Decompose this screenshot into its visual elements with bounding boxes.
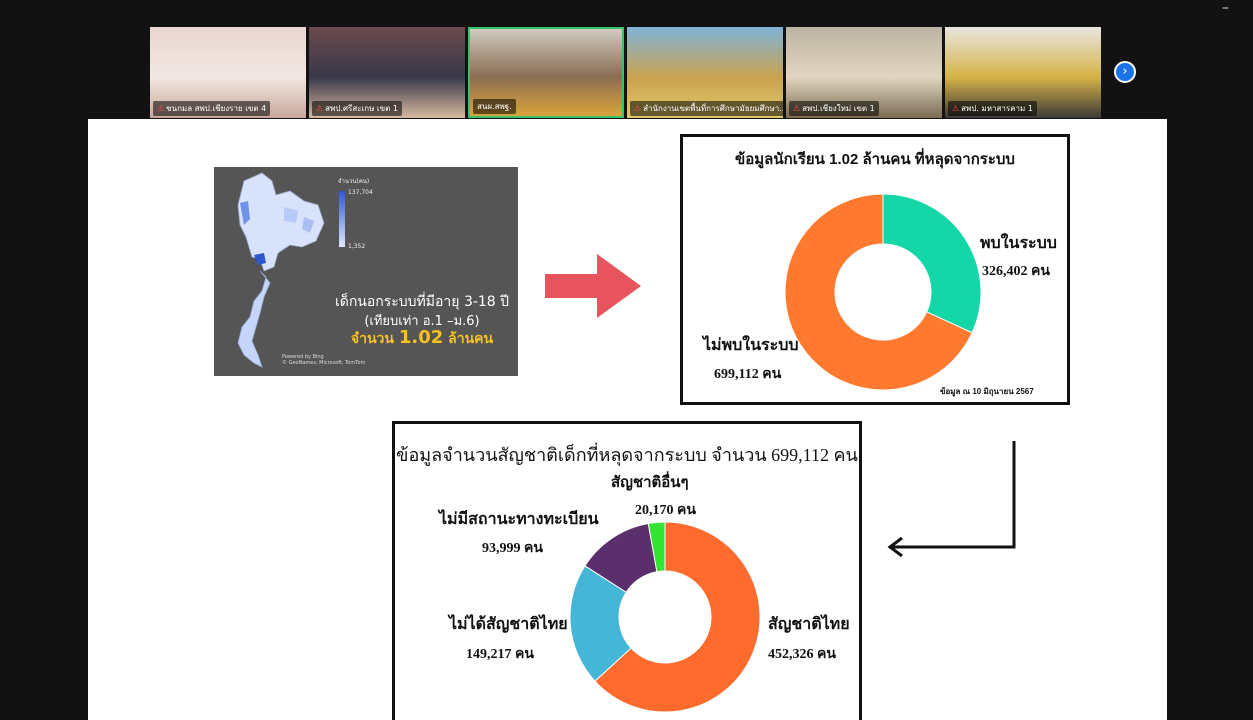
- chart2-label-thai: สัญชาติไทย: [768, 616, 850, 633]
- participant-name: ชนกมล สพป.เชียงราย เขต 4: [166, 104, 267, 113]
- participant-label: ⚠ สพป.ศรีสะเกษ เขต 1: [312, 101, 402, 116]
- participant-tile[interactable]: ⚠ สพป.เชียงใหม่ เขต 1: [786, 27, 942, 118]
- map-caption-line2: (เทียบเท่า อ.1 –ม.6): [364, 314, 480, 329]
- mic-muted-icon: ⚠: [316, 104, 324, 113]
- right-arrow-icon: [545, 254, 641, 318]
- map-caption-total: จำนวน 1.02 ล้านคน: [332, 327, 512, 350]
- next-participants-button[interactable]: ›: [1114, 61, 1136, 83]
- participant-name: สพป.ศรีสะเกษ เขต 1: [325, 104, 398, 113]
- map-caption-line1: เด็กนอกระบบที่มีอายุ 3-18 ปี: [334, 294, 510, 310]
- chart2-slice-0: [594, 521, 761, 713]
- map-legend-title: จำนวน(คน): [338, 178, 370, 185]
- chart1-label-not-found: ไม่พบในระบบ: [703, 337, 799, 354]
- chart2-label-non-thai: ไม่ได้สัญชาติไทย: [449, 616, 568, 633]
- map-legend-min: 1,352: [348, 243, 366, 250]
- map-legend-gradient: [339, 191, 345, 247]
- participant-name: สพป. มหาสารคาม 1: [961, 104, 1033, 113]
- participant-name: สำนักงานเขตพื้นที่การศึกษามัธยมศึกษา...: [643, 104, 783, 113]
- participant-label: ⚠ ชนกมล สพป.เชียงราย เขต 4: [153, 101, 271, 116]
- chart2-title: ข้อมูลจำนวนสัญชาติเด็กที่หลุดจากระบบ จำน…: [396, 445, 858, 465]
- chart1-label-found: พบในระบบ: [980, 235, 1057, 252]
- map-caption-number: 1.02: [398, 327, 444, 348]
- map-credit: Powered by Bing © GeoNames, Microsoft, To…: [282, 354, 365, 366]
- thailand-map-panel: จำนวน(คน) 137,704 1,352 เด็กนอกระบบที่มี…: [214, 167, 518, 376]
- participant-strip: ⚠ ชนกมล สพป.เชียงราย เขต 4 ⚠ สพป.ศรีสะเกษ …: [150, 27, 1105, 118]
- chart2-donut: [569, 521, 761, 713]
- participant-tile[interactable]: ⚠ ชนกมล สพป.เชียงราย เขต 4: [150, 27, 306, 118]
- mic-muted-icon: ⚠: [952, 104, 960, 113]
- mic-muted-icon: ⚠: [634, 104, 642, 113]
- minimize-button[interactable]: –: [1222, 0, 1229, 16]
- dropout-students-chart-box: ข้อมูลนักเรียน 1.02 ล้านคน ที่หลุดจากระบ…: [680, 134, 1070, 405]
- mic-muted-icon: ⚠: [157, 104, 165, 113]
- chart1-value-not-found: 699,112 คน: [714, 367, 782, 382]
- chart2-slice-1: [569, 565, 632, 682]
- participant-tile[interactable]: ⚠ สพป. มหาสารคาม 1: [945, 27, 1101, 118]
- chart2-value-no-status: 93,999 คน: [482, 541, 543, 556]
- chart1-slice-0: [882, 193, 982, 334]
- connector-arrow-icon: [887, 441, 1016, 557]
- shared-screen-slide: จำนวน(คน) 137,704 1,352 เด็กนอกระบบที่มี…: [88, 119, 1167, 720]
- chart1-donut: [784, 193, 982, 391]
- map-legend-max: 137,704: [348, 189, 373, 196]
- chart2-value-thai: 452,326 คน: [768, 647, 836, 662]
- participant-label: ⚠ สพป. มหาสารคาม 1: [948, 101, 1037, 116]
- mic-muted-icon: ⚠: [793, 104, 801, 113]
- nationality-chart-box: ข้อมูลจำนวนสัญชาติเด็กที่หลุดจากระบบ จำน…: [392, 421, 862, 720]
- chart1-slice-1: [784, 193, 973, 391]
- participant-label: สนผ.สพฐ.: [473, 99, 516, 114]
- chart2-label-no-status: ไม่มีสถานะทางทะเบียน: [439, 511, 599, 528]
- participant-tile[interactable]: ⚠ สำนักงานเขตพื้นที่การศึกษามัธยมศึกษา...: [627, 27, 783, 118]
- chart2-slice-3: [647, 521, 666, 573]
- chart1-title: ข้อมูลนักเรียน 1.02 ล้านคน ที่หลุดจากระบ…: [735, 151, 1015, 168]
- chevron-right-icon: ›: [1122, 64, 1128, 79]
- map-caption-prefix: จำนวน: [350, 331, 394, 347]
- chart2-value-other: 20,170 คน: [635, 503, 696, 518]
- chart1-value-found: 326,402 คน: [982, 264, 1050, 279]
- participant-label: ⚠ สพป.เชียงใหม่ เขต 1: [789, 101, 879, 116]
- chart1-date-note: ข้อมูล ณ 10 มิถุนายน 2567: [940, 387, 1034, 396]
- chart2-label-other: สัญชาติอื่นๆ: [611, 475, 689, 491]
- map-caption-suffix: ล้านคน: [448, 331, 494, 347]
- map-credit-line1: Powered by Bing: [282, 354, 324, 360]
- participant-name: สพป.เชียงใหม่ เขต 1: [802, 104, 875, 113]
- participant-tile-active-speaker[interactable]: สนผ.สพฐ.: [468, 27, 624, 118]
- participant-label: ⚠ สำนักงานเขตพื้นที่การศึกษามัธยมศึกษา...: [630, 101, 783, 116]
- chart2-value-non-thai: 149,217 คน: [466, 647, 534, 662]
- participant-name: สนผ.สพฐ.: [477, 102, 512, 111]
- thailand-map-icon: [237, 172, 325, 368]
- map-credit-line2: © GeoNames, Microsoft, TomTom: [282, 360, 366, 366]
- participant-tile[interactable]: ⚠ สพป.ศรีสะเกษ เขต 1: [309, 27, 465, 118]
